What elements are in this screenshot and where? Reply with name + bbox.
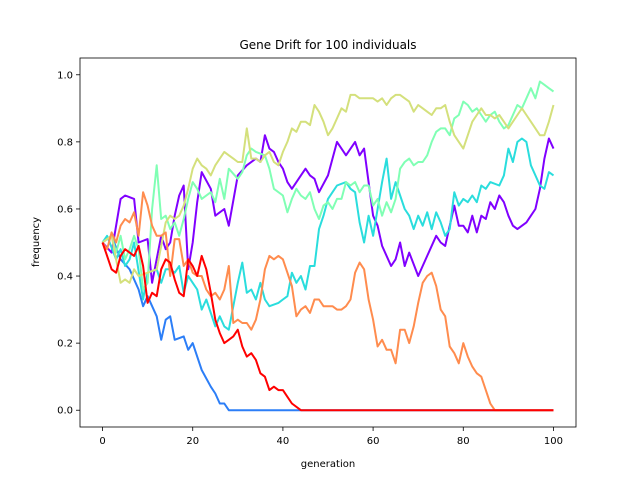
- x-tick-label: 40: [277, 436, 290, 447]
- plot-frame: [79, 57, 577, 428]
- x-axis-label: generation: [301, 459, 355, 470]
- x-axis-ticks: 0 20 40 60 80 100: [99, 427, 563, 447]
- x-tick-label: 20: [186, 436, 199, 447]
- series-line-7: [101, 242, 554, 412]
- y-tick-label: 0.8: [57, 137, 73, 148]
- series-line-5: [101, 93, 555, 284]
- chart-title: Gene Drift for 100 individuals: [239, 38, 416, 52]
- y-tick-label: 0.6: [57, 204, 73, 215]
- series-lines: [101, 80, 555, 412]
- x-tick-label: 0: [99, 436, 105, 447]
- y-tick-label: 1.0: [57, 70, 73, 81]
- x-tick-label: 60: [367, 436, 380, 447]
- series-line-4: [101, 80, 555, 291]
- y-axis-ticks: 0.0 0.2 0.4 0.6 0.8 1.0: [57, 70, 80, 417]
- y-tick-label: 0.4: [57, 272, 73, 283]
- x-tick-label: 80: [457, 436, 470, 447]
- y-axis-label: frequency: [31, 217, 42, 267]
- series-line-2: [101, 234, 554, 412]
- y-tick-label: 0.0: [57, 406, 73, 417]
- y-tick-label: 0.2: [57, 339, 73, 350]
- series-line-1: [101, 134, 555, 284]
- x-tick-label: 100: [544, 436, 563, 447]
